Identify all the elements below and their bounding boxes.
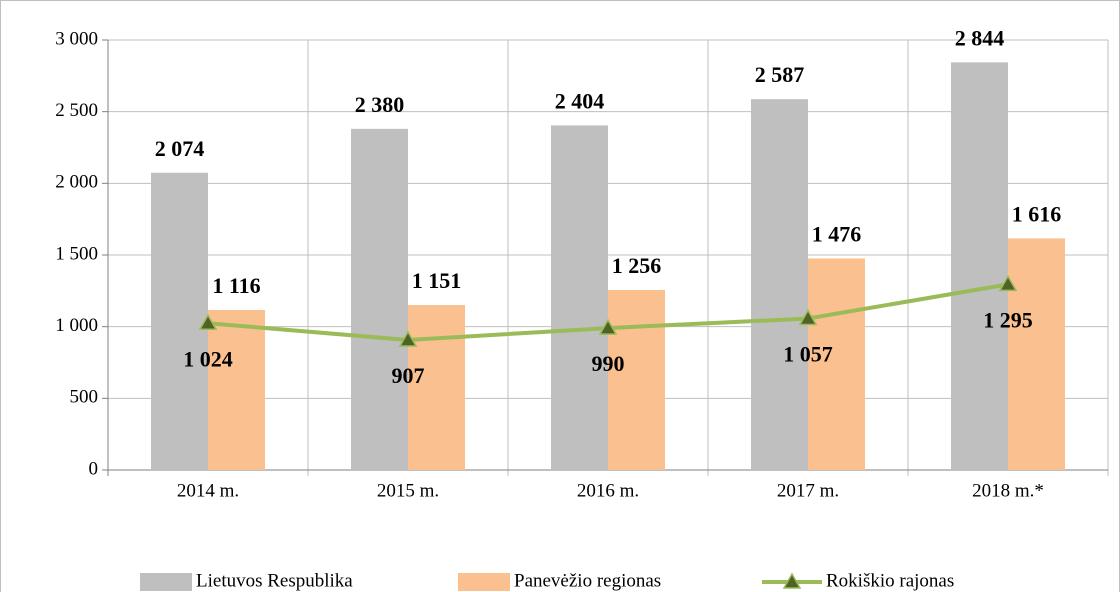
y-tick-label: 2 500: [55, 100, 98, 121]
data-label: 1 256: [612, 253, 662, 278]
data-label: 2 404: [555, 88, 605, 113]
data-label: 990: [592, 351, 625, 376]
x-tick-label: 2015 m.: [377, 480, 439, 501]
bar: [751, 99, 808, 471]
legend-swatch: [458, 573, 510, 591]
line-marker: [398, 330, 418, 347]
x-tick-label: 2017 m.: [777, 480, 839, 501]
legend-marker: [782, 572, 802, 589]
x-tick-label: 2014 m.: [177, 480, 239, 501]
y-tick-label: 2 000: [55, 172, 98, 193]
legend-swatch: [140, 573, 192, 591]
data-label: 1 057: [783, 342, 833, 367]
legend-label: Panevėžio regionas: [514, 570, 661, 591]
bar: [151, 172, 208, 470]
y-tick-label: 1 000: [55, 315, 98, 336]
data-label: 1 476: [812, 221, 862, 246]
bar: [408, 305, 465, 470]
x-tick-label: 2016 m.: [577, 480, 639, 501]
line-marker: [798, 308, 818, 326]
data-label: 2 844: [955, 25, 1005, 50]
bar: [208, 310, 265, 470]
line-marker: [198, 313, 218, 330]
y-tick-label: 1 500: [55, 243, 98, 264]
bar: [351, 128, 408, 470]
bar: [951, 62, 1008, 471]
legend-label: Lietuvos Respublika: [196, 570, 353, 591]
data-label: 1 116: [212, 273, 260, 298]
y-tick-label: 0: [89, 458, 99, 479]
line-marker: [998, 274, 1018, 292]
bar: [1008, 238, 1065, 470]
bar: [551, 125, 608, 470]
line-marker: [598, 318, 618, 335]
data-label: 2 380: [355, 92, 405, 117]
data-label: 1 616: [1012, 201, 1062, 226]
bar: [808, 258, 865, 470]
data-label: 1 151: [412, 268, 462, 293]
data-label: 907: [392, 363, 425, 388]
data-label: 2 587: [755, 62, 805, 87]
bar: [608, 289, 665, 470]
data-label: 1 024: [183, 346, 233, 371]
y-tick-label: 500: [70, 387, 99, 408]
data-label: 2 074: [155, 136, 205, 161]
legend-label: Rokiškio rajonas: [826, 570, 954, 591]
data-label: 1 295: [983, 307, 1033, 332]
y-tick-label: 3 000: [55, 28, 98, 49]
x-tick-label: 2018 m.*: [972, 480, 1044, 501]
